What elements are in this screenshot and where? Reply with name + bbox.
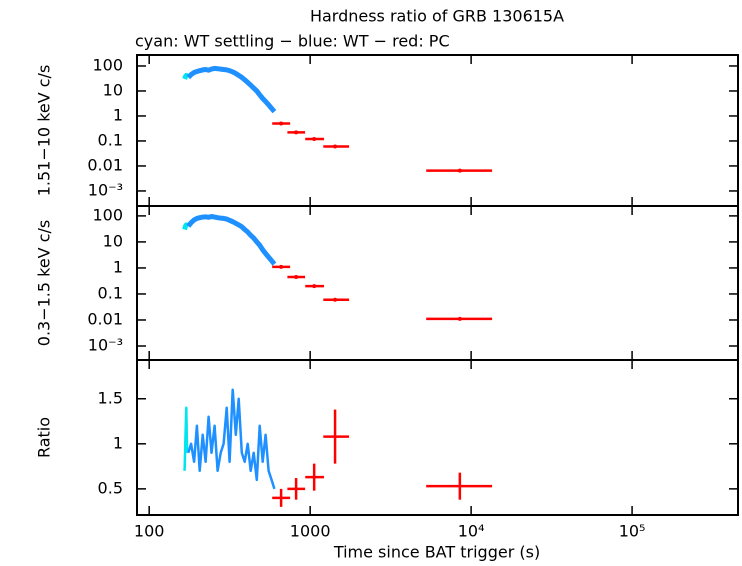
y-axis-label: 1.51−10 keV c/s (35, 65, 54, 197)
point (457, 168, 462, 173)
x-tick-label: 1000 (290, 522, 331, 541)
data-line (186, 214, 277, 266)
y-tick-label: 1 (113, 433, 123, 452)
y-tick-label: 1 (113, 105, 123, 124)
data-line (183, 406, 189, 471)
panel-frame (136, 359, 739, 516)
point (279, 264, 284, 269)
point (333, 297, 338, 302)
x-axis-label: Time since BAT trigger (s) (333, 543, 540, 562)
x-tick-label: 100 (134, 522, 165, 541)
y-tick-label: 10⁻³ (88, 336, 123, 355)
y-tick-label: 10 (103, 231, 123, 250)
point (279, 121, 284, 126)
y-tick-label: 0.01 (87, 155, 123, 174)
y-tick-label: 0.01 (87, 309, 123, 328)
point (457, 316, 462, 321)
panel-frame (136, 205, 739, 361)
y-tick-label: 10⁻³ (88, 180, 123, 199)
data-line (186, 65, 277, 114)
point (294, 130, 299, 135)
y-axis-label: Ratio (35, 417, 54, 458)
data-line (187, 388, 276, 490)
data-line (182, 72, 190, 80)
point (312, 136, 317, 141)
y-tick-label: 100 (92, 205, 123, 224)
chart-title: Hardness ratio of GRB 130615A (310, 7, 564, 26)
y-tick-label: 0.1 (98, 130, 123, 149)
y-tick-label: 1.5 (98, 388, 123, 407)
point (294, 274, 299, 279)
y-tick-label: 0.5 (98, 478, 123, 497)
y-tick-label: 0.1 (98, 283, 123, 302)
point (312, 284, 317, 289)
y-tick-label: 10 (103, 80, 123, 99)
chart-subtitle: cyan: WT settling − blue: WT − red: PC (135, 32, 450, 51)
panel-frame (136, 54, 739, 207)
y-tick-label: 100 (92, 55, 123, 74)
data-line (182, 222, 190, 231)
y-axis-label: 0.3−1.5 keV c/s (35, 220, 54, 346)
x-tick-label: 10⁴ (458, 522, 485, 541)
point (333, 144, 338, 149)
y-tick-label: 1 (113, 257, 123, 276)
x-tick-label: 10⁵ (619, 522, 646, 541)
